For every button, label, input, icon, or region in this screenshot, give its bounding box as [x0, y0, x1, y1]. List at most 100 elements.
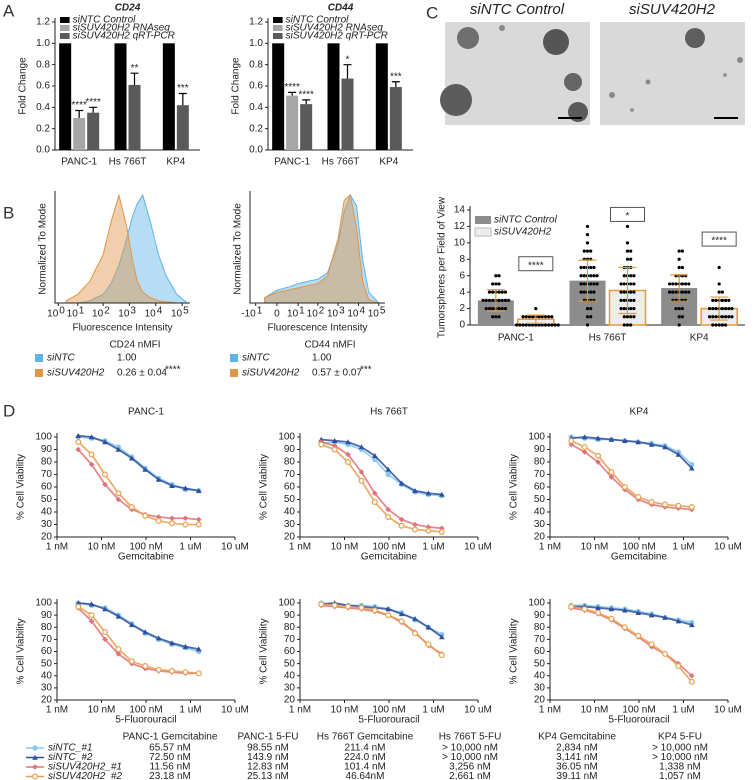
table-title: CD44 nMFI — [304, 340, 355, 351]
bar — [389, 87, 402, 150]
bar — [73, 118, 86, 150]
annotation: ** — [131, 63, 139, 74]
data-point — [674, 306, 678, 311]
y-axis-label: % Cell Viability — [509, 619, 520, 685]
table-header: PANC-1 5-FU — [238, 732, 299, 743]
axis-line — [54, 191, 190, 304]
y-tick-label: 20 — [41, 695, 53, 706]
data-point — [629, 249, 633, 253]
x-tick-label: PANC-1 — [61, 157, 97, 168]
data-point — [714, 298, 718, 302]
x-tick-exponent: 4 — [359, 306, 365, 317]
nmfi-value: 1.00 — [312, 353, 332, 364]
data-point — [195, 487, 202, 493]
y-tick-label: 30 — [284, 519, 296, 530]
data-point — [115, 613, 122, 619]
table-cell: 36.05 nM — [556, 762, 598, 773]
legend-swatch — [35, 354, 43, 362]
legend-label: siSUV420H2 RNAseq — [73, 23, 171, 34]
y-tick-label: 70 — [534, 469, 546, 480]
data-point — [75, 432, 82, 438]
y-axis-label: % Cell Viability — [259, 454, 270, 520]
legend-label: siSUV420H2 — [242, 368, 300, 379]
table-cell: 143.9 nM — [247, 752, 289, 763]
bar — [286, 95, 299, 150]
legend-label: siNTC_#2 — [48, 752, 93, 763]
data-point — [568, 437, 575, 444]
data-point — [521, 323, 525, 327]
data-point — [592, 290, 596, 294]
data-point — [398, 618, 405, 625]
data-point — [622, 290, 626, 294]
annotation: **** — [528, 260, 544, 271]
x-tick-label: 10 uM — [221, 705, 249, 716]
series-line — [77, 607, 199, 675]
data-point — [515, 323, 519, 327]
error-bar — [710, 296, 729, 321]
error-bar — [391, 81, 400, 88]
data-point — [688, 678, 695, 685]
y-tick-label: 14 — [454, 205, 466, 216]
legend-label: siSUV420H2_#2 — [48, 771, 122, 780]
x-tick-label: 1 nM — [46, 705, 68, 716]
legend-label: siNTC Control — [286, 15, 350, 26]
x-axis-label: 5-Fluorouracil — [608, 715, 669, 726]
data-point — [491, 282, 495, 286]
table-cell: > 10,000 nM — [442, 752, 498, 763]
data-point — [438, 525, 445, 532]
data-point — [582, 274, 586, 278]
y-tick-label: 30 — [41, 683, 53, 694]
data-point — [581, 606, 588, 613]
data-point — [667, 282, 672, 286]
data-point — [727, 298, 731, 302]
data-point — [677, 315, 681, 319]
table-cell: 1,057 nM — [659, 771, 701, 780]
y-tick-label: 50 — [284, 494, 296, 505]
data-point — [711, 306, 715, 311]
y-tick-label: 80 — [284, 622, 296, 633]
y-tick-label: 90 — [41, 610, 53, 621]
y-tick-label: 20 — [41, 532, 53, 543]
data-point — [481, 298, 485, 302]
data-point — [531, 315, 535, 319]
data-point — [619, 290, 623, 294]
series-line — [570, 443, 692, 511]
error-bar — [526, 314, 545, 324]
x-tick-label: 1 uM — [672, 705, 694, 716]
data-point — [629, 257, 633, 261]
data-point — [595, 459, 601, 465]
data-point — [608, 436, 615, 442]
data-point — [619, 282, 623, 286]
histogram-area — [66, 193, 189, 304]
y-tick-label: 70 — [41, 634, 53, 645]
table-header: Hs 766T Gemcitabine — [317, 732, 414, 743]
data-point — [543, 323, 548, 327]
y-tick-label: 0.0 — [36, 145, 50, 156]
y-tick-label: 30 — [284, 683, 296, 694]
y-tick-label: 0.8 — [249, 59, 263, 70]
data-point — [680, 290, 684, 294]
error-bar — [288, 91, 297, 96]
data-point — [372, 490, 378, 497]
data-point — [585, 323, 590, 327]
legend-label: siSUV420H2 — [494, 227, 552, 238]
data-point — [128, 658, 135, 665]
panel-label: C — [426, 3, 438, 22]
data-point — [31, 773, 38, 780]
data-point — [540, 323, 544, 327]
y-tick-label: 90 — [284, 610, 296, 621]
axis-line — [249, 191, 385, 304]
annotation: **** — [85, 97, 101, 108]
data-point — [662, 501, 669, 508]
data-point — [675, 618, 682, 624]
annotation: * — [626, 211, 630, 222]
x-tick-label: Hs 766T — [109, 157, 147, 168]
data-point — [680, 315, 684, 319]
y-tick-label: 1.2 — [36, 17, 50, 28]
data-point — [582, 290, 586, 294]
data-point — [398, 522, 405, 529]
x-tick-label: 10 — [327, 309, 339, 320]
data-point — [632, 298, 636, 302]
y-tick-label: 2 — [459, 303, 465, 314]
data-point — [438, 528, 445, 535]
